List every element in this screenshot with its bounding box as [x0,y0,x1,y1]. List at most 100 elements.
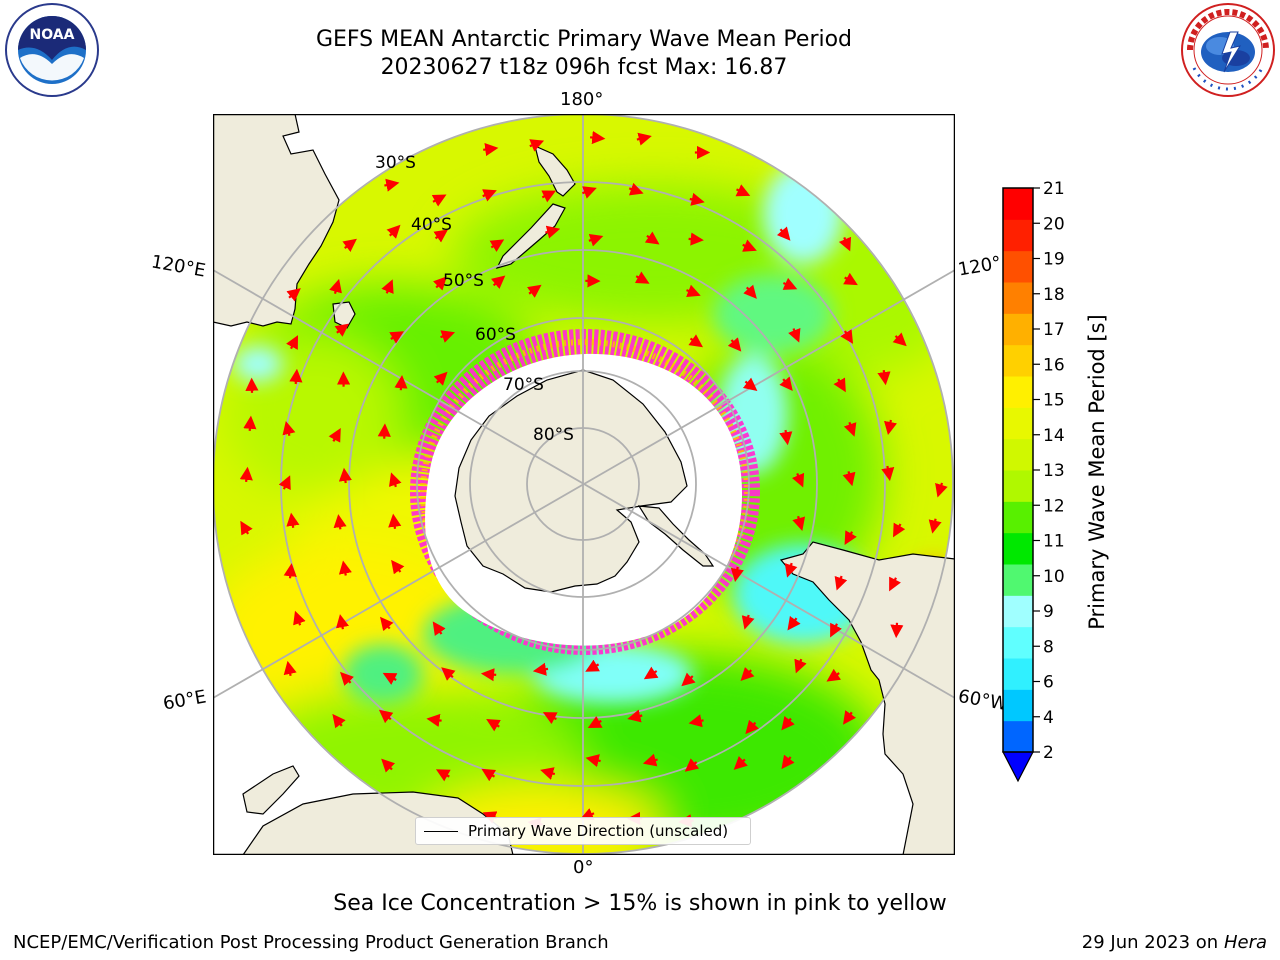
colorbar-tick-label: 10 [1043,567,1065,587]
wave-direction-arrow [394,375,408,391]
wave-direction-arrow [834,575,848,591]
wave-direction-arrow [490,275,506,290]
colorbar-tick-label: 18 [1043,285,1065,305]
wave-direction-arrow [689,192,705,206]
wave-direction-arrow [779,376,793,391]
wave-direction-arrow [688,714,704,728]
wave-direction-arrow [378,709,394,724]
colorbar-block [1003,658,1033,690]
wave-direction-arrow [794,658,807,674]
wave-direction-arrow [334,323,350,337]
wave-direction-arrow [826,668,842,682]
map-frame [213,114,955,855]
lat-label-30s: 30°S [375,153,416,173]
wave-direction-arrow [489,239,505,252]
colorbar-tick-label: 11 [1043,532,1065,552]
colorbar-block [1003,470,1033,502]
wave-direction-arrow [377,423,391,439]
wave-direction-arrow [283,563,297,579]
colorbar-blocks [1003,188,1033,753]
colorbar-block [1003,532,1033,565]
wave-direction-arrow [440,330,456,343]
wave-direction-arrow [740,667,755,682]
legend-line-swatch [424,831,458,832]
wave-direction-arrow [735,184,751,197]
wave-direction-arrow [532,662,549,676]
wave-direction-arrow [435,769,451,782]
colorbar-block [1003,720,1033,753]
colorbar-ticks: 2 4 6 8 9 10 11 12 13 14 15 16 17 18 19 20 21 [1033,180,1065,763]
wave-direction-arrow [884,419,897,436]
wave-direction-arrow [431,194,447,207]
wave-direction-arrow [634,271,650,284]
footer-date: 29 Jun 2023 on Hera [1082,932,1267,953]
wave-direction-arrow [542,712,558,725]
wave-direction-arrow [840,329,854,344]
wave-direction-arrow [585,754,601,768]
wave-direction-arrow [386,224,401,239]
wave-direction-arrows [239,130,948,831]
wave-direction-arrow [589,130,606,145]
colorbar-tick-label: 19 [1043,250,1065,270]
wave-direction-arrow [286,288,301,302]
wave-direction-arrow [788,327,801,343]
wave-direction-arrow [688,334,703,348]
wave-direction-arrow [742,239,757,252]
wave-direction-arrow [830,622,842,638]
wave-direction-arrow [743,284,757,299]
wave-direction-arrow [843,421,857,437]
wave-direction-arrow [681,672,696,687]
wave-direction-arrow [388,513,402,529]
tasmania [332,301,356,329]
wave-direction-arrow [733,756,748,770]
colorbar-block [1003,344,1033,377]
wave-direction-arrow [889,576,901,592]
wave-direction-arrow [426,713,442,727]
wave-direction-arrow [833,377,846,393]
colorbar-block [1003,501,1033,534]
legend-label: Primary Wave Direction (unscaled) [468,822,729,840]
wave-direction-arrow [628,182,644,196]
colorbar-block [1003,438,1033,471]
colorbar: 2 4 6 8 9 10 11 12 13 14 15 16 17 18 19 20 21 [1002,180,1065,783]
new-zealand-south [495,203,566,269]
wave-direction-arrow [432,276,447,291]
wave-direction-arrow [890,622,904,639]
wave-direction-arrow [286,335,299,350]
wave-direction-arrow [892,332,907,347]
south-america [779,541,955,855]
lon-label-180: 180° [560,89,604,110]
colorbar-tick-label: 8 [1043,637,1054,657]
colorbar-tick-label: 16 [1043,355,1065,375]
wave-direction-arrow [293,610,306,626]
colorbar-tick-label: 2 [1043,743,1054,763]
wave-direction-arrow [340,671,354,687]
wave-direction-arrow [585,659,600,672]
wave-direction-arrow [582,186,597,199]
new-zealand-north [534,144,576,197]
wave-direction-arrow [240,520,253,536]
wave-direction-arrow [644,231,660,245]
wave-direction-arrow [381,279,394,294]
wave-direction-arrow [877,369,891,386]
wave-direction-arrow [432,621,446,636]
nws-logo [1178,2,1278,98]
wave-direction-arrow [328,428,341,443]
wave-direction-arrow [742,377,758,391]
wave-direction-arrow [243,415,257,431]
colorbar-block [1003,407,1033,440]
wave-direction-arrow [928,518,942,534]
gridlines [213,114,955,855]
wave-direction-arrow [844,530,857,545]
wave-direction-arrow [527,284,542,298]
colorbar-tick-label: 6 [1043,673,1054,693]
colorbar-block [1003,219,1033,252]
wave-direction-arrow [289,368,303,385]
wave-direction-arrow [381,758,396,773]
wave-direction-arrow [336,614,349,630]
colorbar-tick-label: 14 [1043,426,1065,446]
colorbar-block [1003,313,1033,346]
wave-direction-arrow [688,232,704,246]
wave-direction-arrow [587,716,603,729]
wave-direction-arrow [643,666,659,680]
